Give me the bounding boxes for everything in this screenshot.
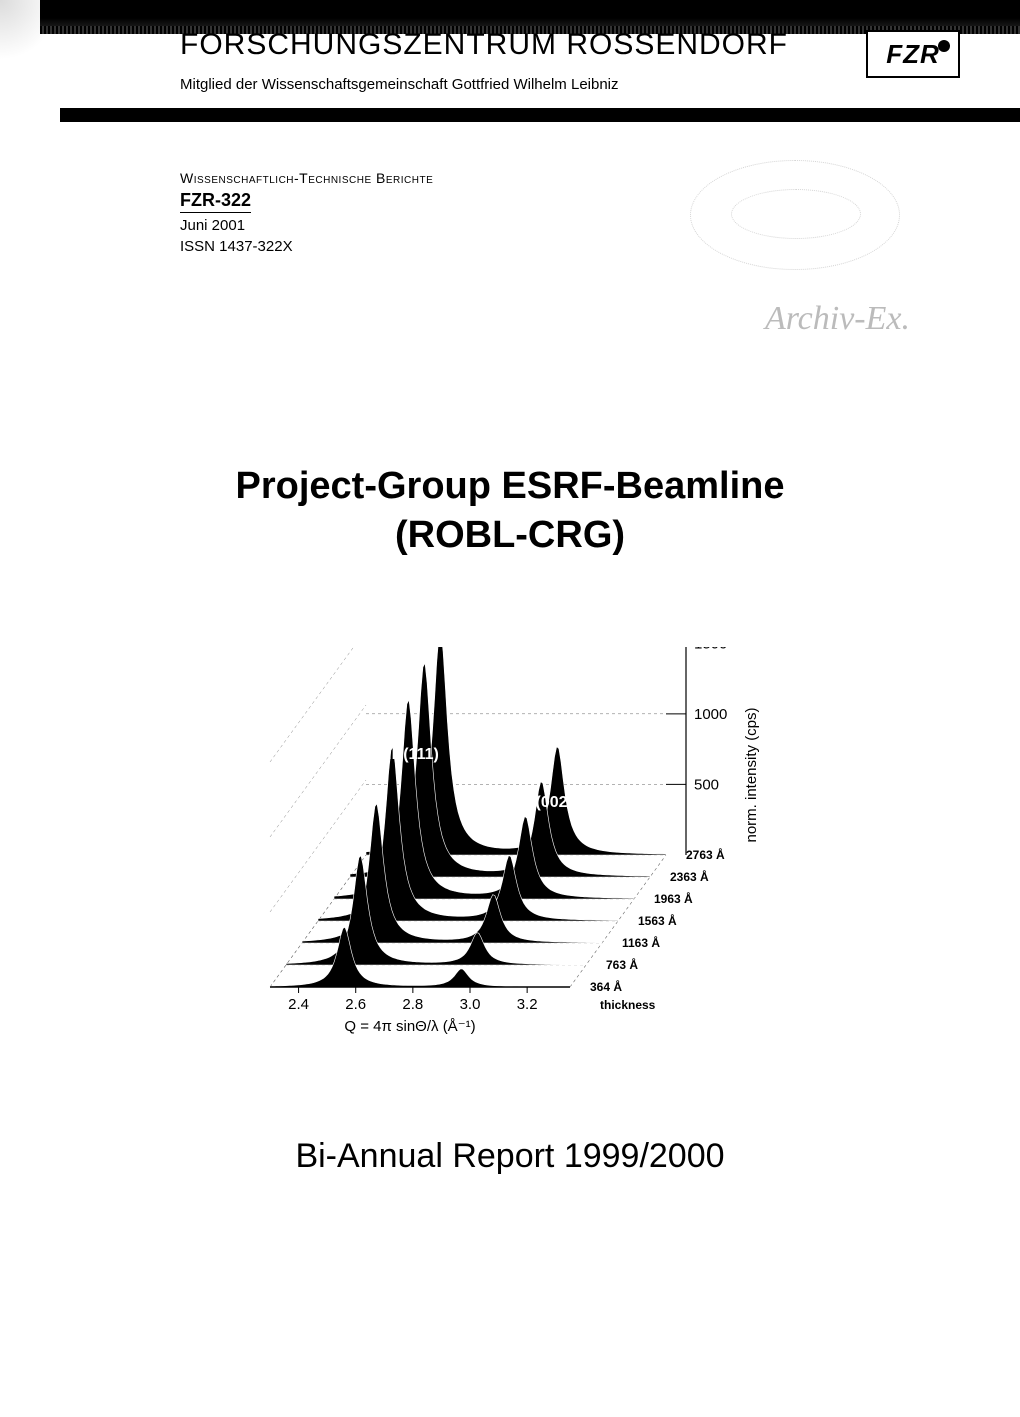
svg-text:2.4: 2.4 — [288, 996, 309, 1013]
organization-subtitle: Mitglied der Wissenschaftsgemeinschaft G… — [180, 76, 619, 93]
archive-stamp-inner-icon — [731, 189, 861, 239]
svg-text:TiN(111): TiN(111) — [378, 746, 439, 763]
header-separator — [60, 108, 1020, 122]
fzr-logo-dot-icon — [938, 40, 950, 52]
svg-text:2363 Å: 2363 Å — [670, 869, 709, 884]
svg-text:thickness: thickness — [600, 998, 656, 1012]
chart-container: 500 1000 1500 2.4 2.6 2.8 3.0 3.2 Q = 4π sinΘ/λ … — [80, 647, 940, 1057]
svg-text:364 Å: 364 Å — [590, 979, 622, 994]
svg-text:1163 Å: 1163 Å — [622, 935, 660, 950]
svg-text:3.2: 3.2 — [517, 996, 538, 1013]
svg-text:3.0: 3.0 — [460, 996, 481, 1013]
svg-text:Q = 4π sinΘ/λ (Å⁻¹): Q = 4π sinΘ/λ (Å⁻¹) — [344, 1018, 475, 1035]
svg-text:1963 Å: 1963 Å — [654, 891, 693, 906]
xrd-waterfall-chart: 500 1000 1500 2.4 2.6 2.8 3.0 3.2 Q = 4π sinΘ/λ … — [230, 647, 790, 1057]
main-title: Project-Group ESRF-Beamline (ROBL-CRG) — [80, 465, 940, 557]
page-content: Wissenschaftlich-Technische Berichte FZR… — [80, 150, 940, 1176]
svg-text:2.6: 2.6 — [345, 996, 366, 1013]
fzr-logo: FZR — [866, 30, 960, 78]
archive-stamp-icon — [690, 160, 900, 270]
organization-title: FORSCHUNGSZENTRUM ROSSENDORF — [180, 28, 788, 62]
page-header: FORSCHUNGSZENTRUM ROSSENDORF Mitglied de… — [0, 0, 1020, 120]
report-subtitle: Bi-Annual Report 1999/2000 — [80, 1137, 940, 1176]
svg-text:2.8: 2.8 — [402, 996, 423, 1013]
svg-text:1500: 1500 — [694, 647, 727, 652]
svg-text:763 Å: 763 Å — [606, 957, 638, 972]
main-title-line1: Project-Group ESRF-Beamline — [80, 465, 940, 508]
svg-text:norm. intensity (cps): norm. intensity (cps) — [743, 707, 760, 842]
svg-text:1563 Å: 1563 Å — [638, 913, 677, 928]
report-code: FZR-322 — [180, 190, 251, 213]
header-black-bar — [40, 0, 1020, 30]
svg-text:500: 500 — [694, 776, 719, 793]
fzr-logo-text: FZR — [886, 39, 940, 70]
svg-text:1000: 1000 — [694, 706, 727, 723]
archive-stamp-text: Archiv-Ex. — [765, 300, 910, 338]
svg-text:TiN(002): TiN(002) — [510, 794, 573, 811]
svg-text:2763 Å: 2763 Å — [686, 847, 725, 862]
main-title-line2: (ROBL-CRG) — [80, 514, 940, 557]
